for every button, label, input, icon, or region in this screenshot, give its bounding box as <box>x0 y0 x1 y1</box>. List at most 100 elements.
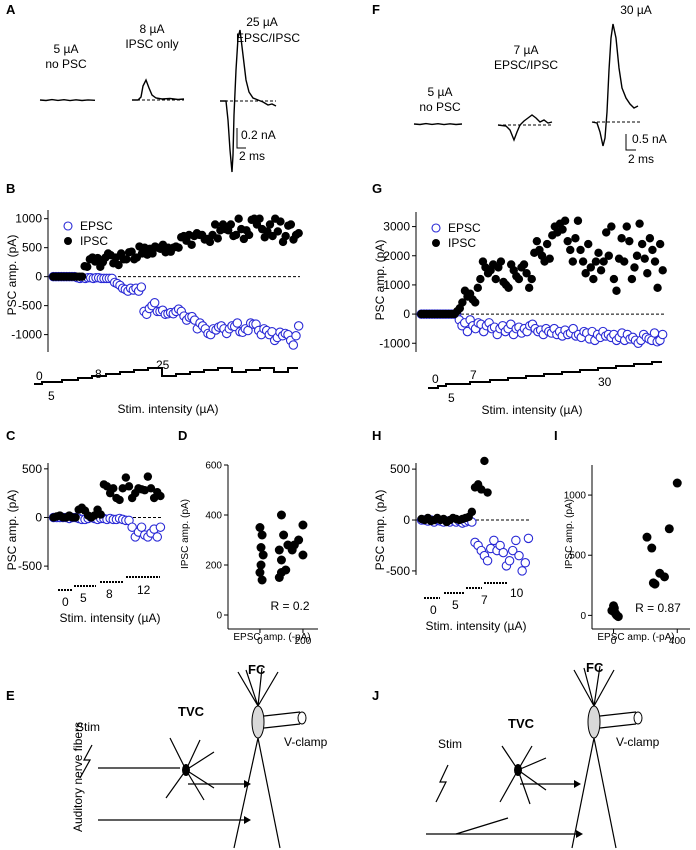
h-epsc-point <box>489 535 499 546</box>
g-ipsc-point <box>602 228 611 237</box>
d-point <box>279 530 289 540</box>
b-ipsc-point <box>127 247 136 256</box>
g-ipsc-point <box>632 251 642 260</box>
h-ylabel: PSC amp. (pA) <box>373 490 387 571</box>
d-ytick-label: 400 <box>205 511 222 522</box>
g-epsc-point <box>657 329 668 340</box>
b-stim-5: 5 <box>48 389 55 403</box>
e-pipette <box>263 711 301 729</box>
h-epsc-point <box>511 535 521 546</box>
g-ipsc-point <box>653 283 662 293</box>
plot-d: 0 200 400 600 0 200 <box>205 461 318 647</box>
g-legend-epsc-marker <box>431 223 441 233</box>
g-ipsc-point <box>524 283 534 293</box>
b-epsc-point <box>291 331 301 341</box>
j-fc-label: FC <box>586 660 604 675</box>
g-legend-ipsc: IPSC <box>448 236 476 250</box>
e-fc-label: FC <box>248 662 266 677</box>
b-ipsc-point <box>231 230 241 240</box>
c-ipsc-point <box>146 484 156 493</box>
g-legend-epsc: EPSC <box>448 221 481 235</box>
e-fibers-label: Auditory nerve fibers <box>71 722 85 832</box>
b-ipsc-point <box>205 237 215 247</box>
c-ytick-label: 500 <box>22 462 42 476</box>
b-epsc-point <box>136 282 147 292</box>
c-ipsc-point <box>115 495 124 505</box>
g-ipsc-point <box>617 234 626 243</box>
d-xlabel: EPSC amp. (-pA) <box>233 632 310 643</box>
g-ipsc-point <box>532 236 542 246</box>
c-ipsc-point <box>71 513 80 522</box>
j-stim-label: Stim <box>438 737 462 751</box>
b-epsc-point <box>149 297 160 308</box>
g-ipsc-point <box>584 239 593 249</box>
f-trace1-label1: 5 µA <box>428 85 453 99</box>
b-ipsc-point <box>187 240 196 249</box>
panel-d-letter: D <box>178 428 187 443</box>
b-stim-steps <box>34 367 298 385</box>
j-vclamp-label: V-clamp <box>616 735 660 749</box>
b-ipsc-point <box>234 214 243 223</box>
g-stim-7: 7 <box>470 368 477 382</box>
g-ipsc-point <box>625 236 634 246</box>
c-epsc-point <box>155 522 166 532</box>
d-xtick-label: 200 <box>295 636 312 647</box>
b-ipsc-point <box>255 214 264 223</box>
a-trace2-label1: 8 µA <box>140 22 165 36</box>
e-fc-soma <box>251 705 265 739</box>
panel-h-letter: H <box>372 428 381 443</box>
b-epsc-point <box>288 340 299 350</box>
i-ytick-label: 0 <box>580 611 586 622</box>
d-point <box>289 540 299 550</box>
d-point <box>274 545 284 555</box>
g-ipsc-point <box>643 269 652 278</box>
j-tvc-dendrites <box>499 745 547 805</box>
a-trace-8ua <box>132 78 185 101</box>
f-scale-amp: 0.5 nA <box>632 132 667 146</box>
panel-b-letter: B <box>6 181 15 196</box>
d-point <box>256 543 266 552</box>
j-arrow-tvc-fc <box>574 780 581 788</box>
g-ipsc-point <box>627 274 637 284</box>
panel-f-letter: F <box>372 2 380 17</box>
g-ipsc-point <box>630 263 639 272</box>
g-ipsc-point <box>607 222 616 231</box>
g-ipsc-point <box>619 257 629 266</box>
g-ipsc-point <box>558 225 567 234</box>
c-ipsc-point <box>143 472 153 481</box>
g-ipsc-point <box>650 257 660 266</box>
g-stim-steps <box>428 361 662 389</box>
g-ipsc-point <box>648 245 657 255</box>
e-tvc-label: TVC <box>178 704 205 719</box>
g-ipsc-point <box>604 251 613 260</box>
c-ipsc-point <box>96 510 105 519</box>
e-pipette-tip <box>297 711 307 725</box>
i-ylabel: IPSC amp. (pA) <box>564 499 575 569</box>
d-ylabel: IPSC amp. (pA) <box>180 499 191 569</box>
b-ytick-label: -500 <box>18 299 42 313</box>
d-point <box>274 573 284 582</box>
b-ipsc-point <box>114 260 123 270</box>
g-ipsc-point <box>542 239 552 249</box>
c-ipsc-point <box>109 484 118 493</box>
d-point <box>276 555 286 565</box>
g-ytick-label: 1000 <box>383 278 410 292</box>
panel-i-letter: I <box>554 428 558 443</box>
d-point <box>255 523 265 532</box>
plot-b: -1000 -500 0 500 1000 <box>11 210 304 352</box>
g-ipsc-point <box>640 254 649 263</box>
i-ytick-label: 500 <box>569 551 586 562</box>
g-ipsc-point <box>514 274 524 284</box>
b-ytick-label: 0 <box>35 270 42 284</box>
b-xlabel: Stim. intensity (µA) <box>118 402 219 416</box>
h-ipsc-point <box>480 456 489 466</box>
g-ipsc-point <box>586 263 595 272</box>
g-ipsc-point <box>476 274 485 284</box>
b-ipsc-point <box>77 272 87 281</box>
i-xtick-label: 0 <box>611 636 617 647</box>
b-ytick-label: -1000 <box>11 328 42 342</box>
c-ipsc-point <box>121 473 131 482</box>
e-vclamp-label: V-clamp <box>284 735 328 749</box>
h-epsc-point <box>498 547 509 558</box>
d-point <box>258 550 268 560</box>
